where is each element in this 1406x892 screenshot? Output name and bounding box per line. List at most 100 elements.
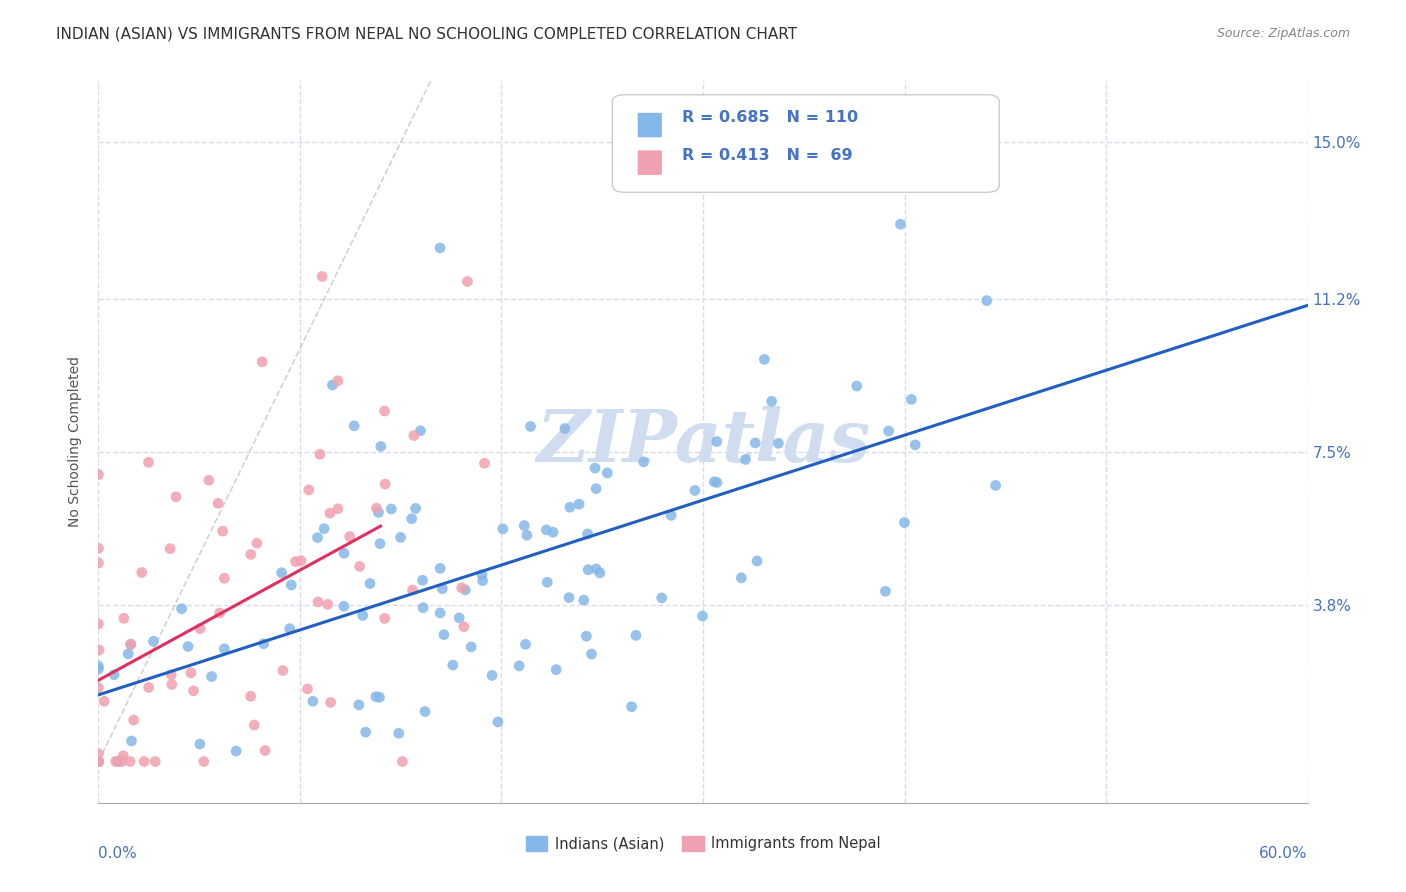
Point [87,755,110,769]
Point [177,640,200,654]
Point [454,582,477,597]
Point [111,755,134,769]
Point [122,713,145,727]
Point [585,482,607,496]
Point [120,637,142,651]
Point [380,502,402,516]
Point [583,461,606,475]
Point [388,726,411,740]
Point [370,439,392,453]
Point [225,744,247,758]
Point [314,522,336,536]
Point [87,467,110,482]
Point [875,584,897,599]
Point [845,379,868,393]
Point [309,447,332,461]
Point [576,527,599,541]
Point [516,528,538,542]
Point [515,637,537,651]
Point [87,616,110,631]
Point [620,699,643,714]
Point [429,561,451,575]
FancyBboxPatch shape [638,151,662,175]
Point [165,490,187,504]
Point [768,436,790,450]
Point [513,518,536,533]
Point [572,593,595,607]
Point [391,755,413,769]
Point [433,627,456,641]
Point [343,418,366,433]
Point [278,622,301,636]
Point [589,566,612,580]
Point [450,581,472,595]
Point [368,536,391,550]
Point [208,606,231,620]
Point [333,599,356,614]
Point [284,555,307,569]
Point [321,378,343,392]
Point [93,694,115,708]
Point [585,562,607,576]
Point [333,546,356,560]
Point [298,483,321,497]
Text: 60.0%: 60.0% [1260,847,1308,861]
Point [207,496,229,510]
Point [198,473,221,487]
Point [103,667,125,681]
Point [453,620,475,634]
Point [536,523,558,537]
Point [307,531,329,545]
Point [117,647,139,661]
Point [201,669,224,683]
Point [250,355,273,369]
Point [596,466,619,480]
Point [87,755,110,769]
Point [486,714,509,729]
Point [104,755,127,769]
Point [633,455,655,469]
Point [730,571,752,585]
Point [188,737,211,751]
Point [159,541,181,556]
Point [659,508,682,523]
Point [87,755,110,769]
Point [143,755,166,769]
Point [214,641,236,656]
FancyBboxPatch shape [638,112,662,137]
Point [412,600,434,615]
Point [401,512,423,526]
Point [744,436,766,450]
Point [368,690,391,705]
Point [519,419,541,434]
Point [131,566,153,580]
Point [481,668,503,682]
Point [87,681,110,695]
Point [984,478,1007,492]
Point [889,217,911,231]
Point [87,541,110,556]
Point [575,629,598,643]
Text: ZIPatlas: ZIPatlas [536,406,870,477]
Point [112,611,135,625]
Point [326,374,349,388]
Point [121,734,143,748]
Point [471,567,494,582]
Point [180,665,202,680]
Point [413,705,436,719]
Point [576,563,599,577]
Text: R = 0.685   N = 110: R = 0.685 N = 110 [682,111,859,126]
Point [87,556,110,570]
Point [142,634,165,648]
Point [214,571,236,585]
Point [402,428,425,442]
FancyBboxPatch shape [613,95,1000,193]
Point [405,501,427,516]
Point [409,424,432,438]
Point [734,452,756,467]
Point [316,598,339,612]
Point [243,718,266,732]
Point [270,566,292,580]
Point [683,483,706,498]
Point [877,424,900,438]
